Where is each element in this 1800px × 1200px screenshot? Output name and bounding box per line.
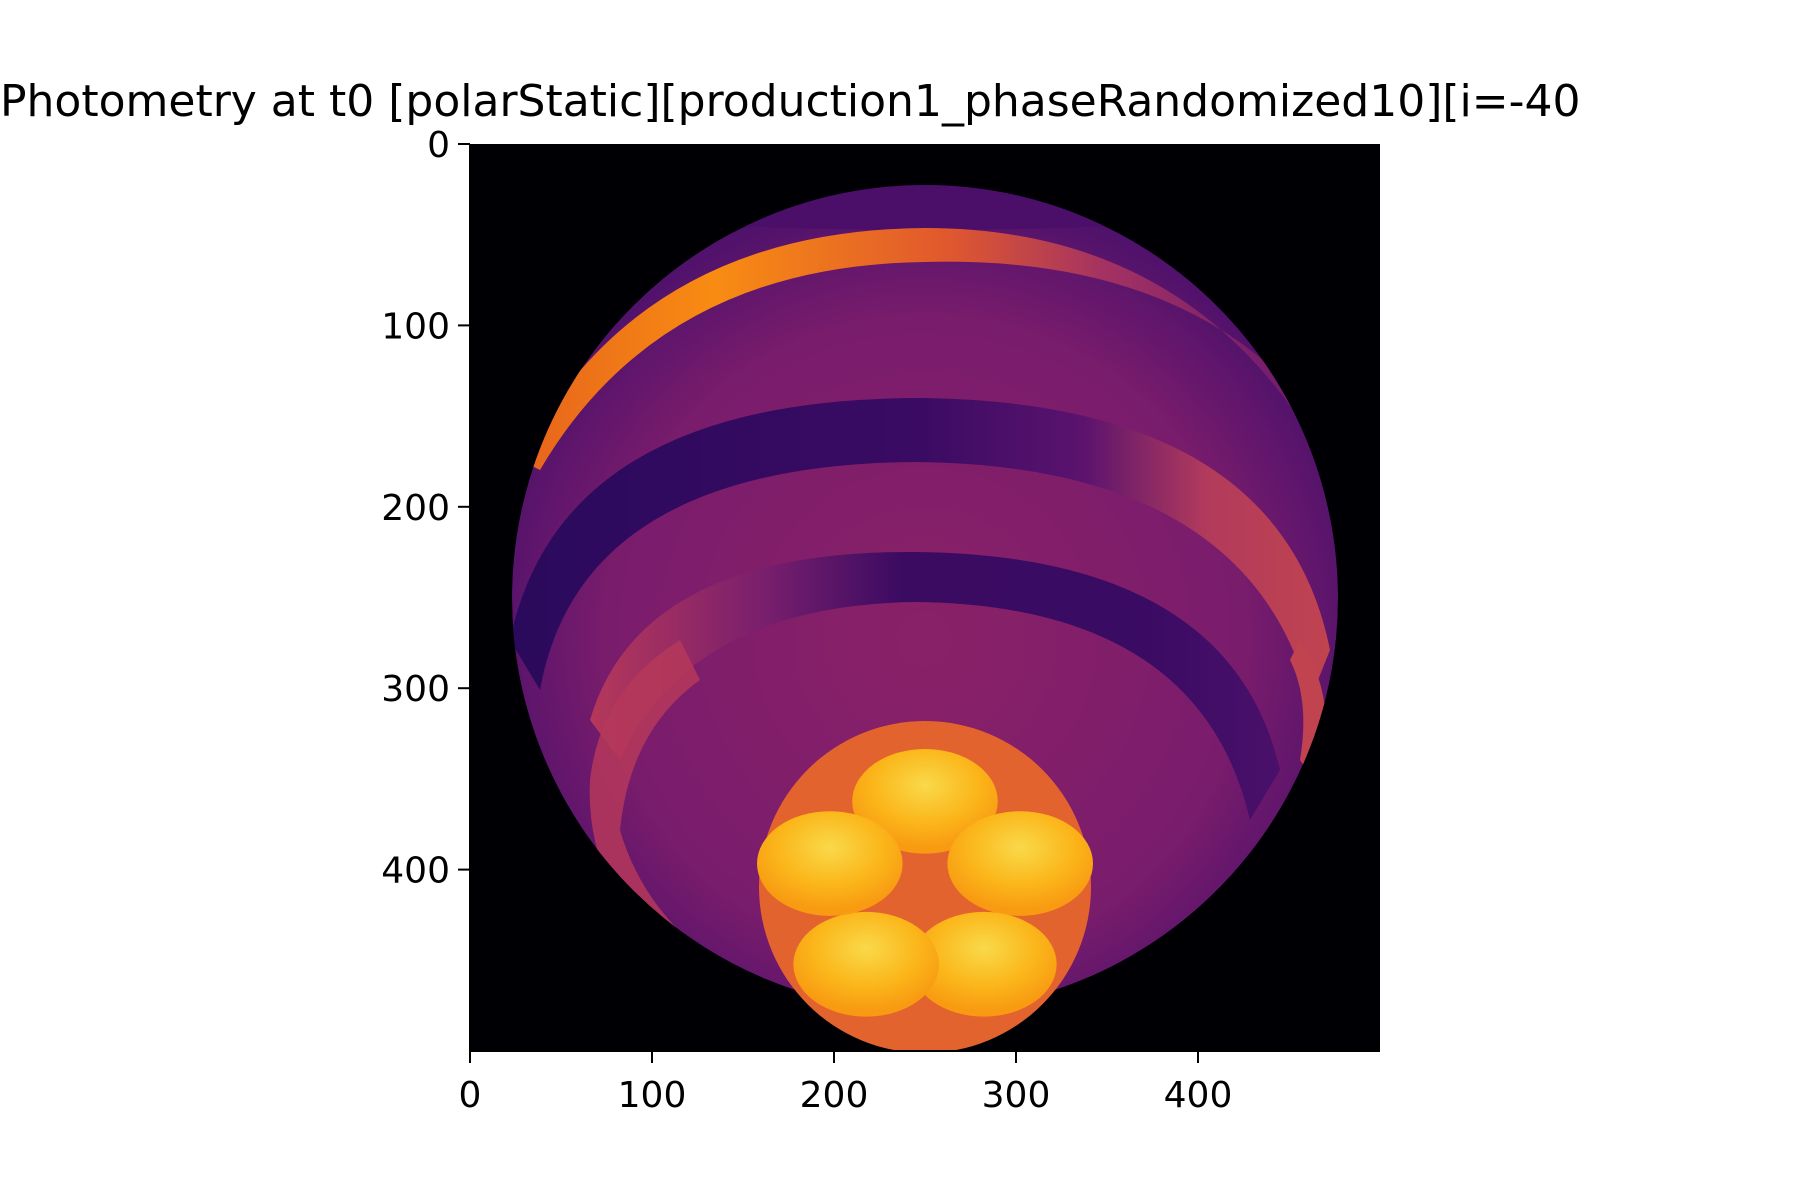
chart-title: Photometry at t0 [polarStatic][productio… [0, 76, 1581, 127]
bright-arc-band [520, 228, 1300, 470]
x-tick-label: 400 [1164, 1075, 1233, 1116]
red-rim-band [589, 640, 700, 950]
y-tick-label: 300 [381, 669, 450, 710]
y-tick-label: 200 [381, 488, 450, 529]
x-tick-label: 200 [800, 1075, 869, 1116]
dark-band-2 [590, 551, 1280, 820]
x-tick-label: 300 [982, 1075, 1051, 1116]
x-axis: 0 100 200 300 400 [459, 1050, 1380, 1116]
spot-lobe [756, 811, 903, 916]
spot-lobe [852, 748, 998, 854]
heatmap-image [512, 185, 1338, 1051]
dark-band-1 [512, 398, 1330, 700]
spot-lobe [947, 811, 1094, 916]
y-tick-label: 400 [381, 851, 450, 892]
y-tick-label: 100 [381, 306, 450, 347]
spot-lobe [911, 911, 1057, 1017]
x-tick-label: 0 [459, 1075, 482, 1116]
y-tick-label: 0 [427, 125, 450, 166]
x-tick-label: 100 [618, 1075, 687, 1116]
y-axis: 0 100 200 300 400 [381, 125, 471, 1051]
spot-lobes [756, 748, 1094, 1017]
spot-lobe [793, 911, 939, 1017]
